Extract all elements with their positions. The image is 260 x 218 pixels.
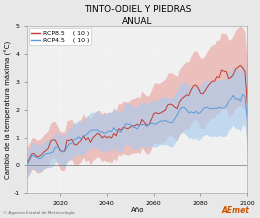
Legend: RCP8.5    ( 10 ), RCP4.5    ( 10 ): RCP8.5 ( 10 ), RCP4.5 ( 10 ) <box>29 28 91 45</box>
Text: AEmet: AEmet <box>222 206 250 215</box>
Text: © Agencia Estatal de Meteorología: © Agencia Estatal de Meteorología <box>3 211 74 215</box>
Title: TINTO-ODIEL Y PIEDRAS
ANUAL: TINTO-ODIEL Y PIEDRAS ANUAL <box>84 5 191 26</box>
X-axis label: Año: Año <box>131 207 144 213</box>
Y-axis label: Cambio de la temperatura máxima (°C): Cambio de la temperatura máxima (°C) <box>5 41 12 179</box>
